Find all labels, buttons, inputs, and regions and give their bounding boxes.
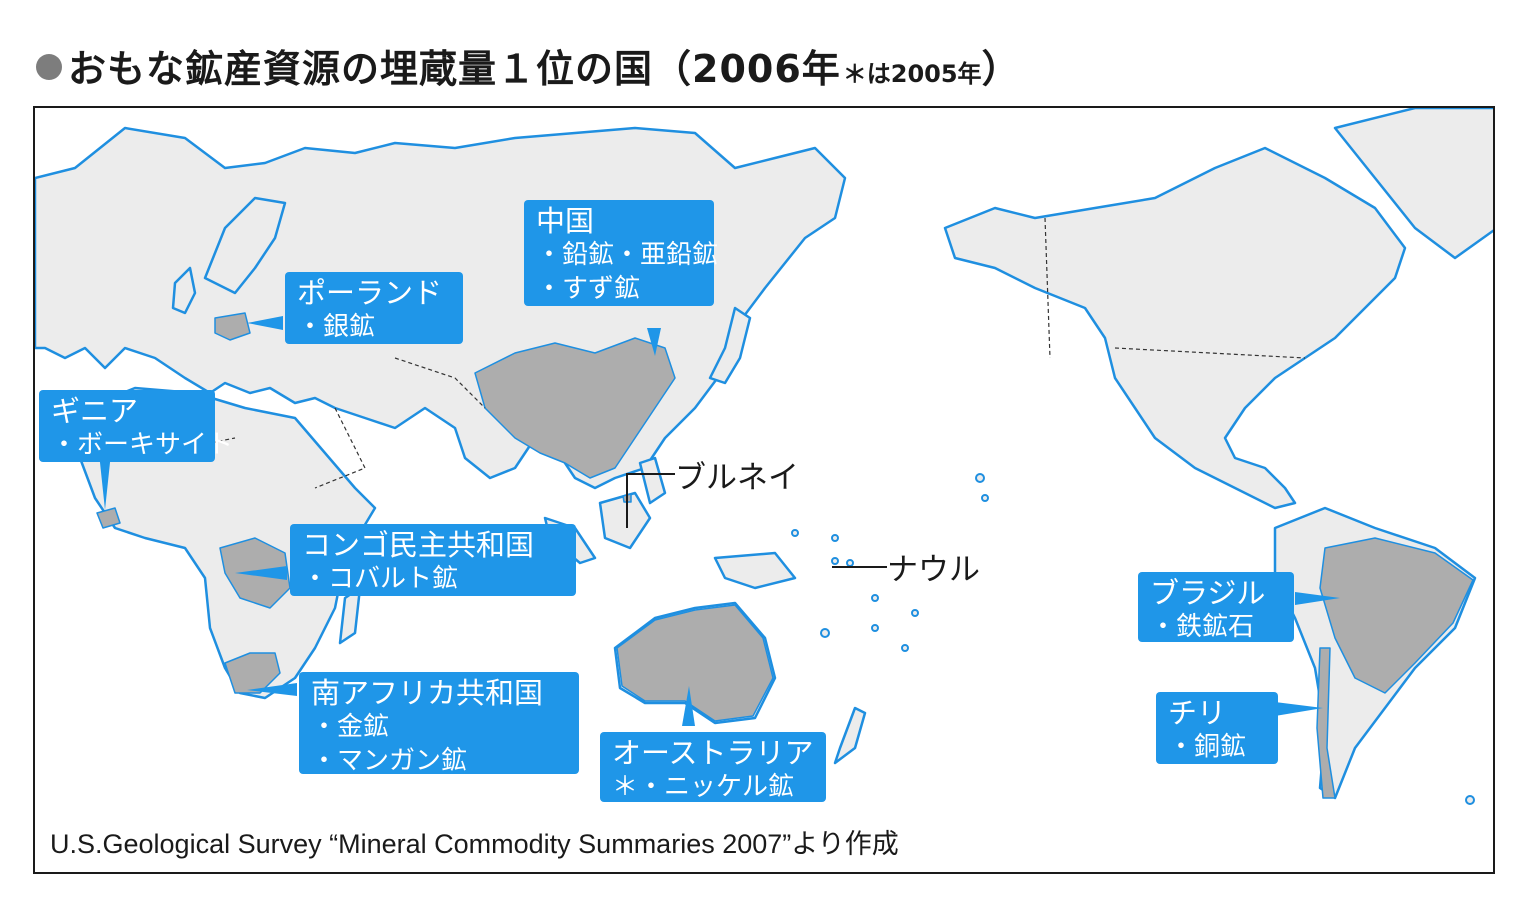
title-bullet-icon [36, 54, 62, 80]
south-africa-country-name: 南アフリカ共和国 [311, 676, 544, 710]
chile-pointer [1275, 702, 1323, 716]
label-china: 中国 ・鉛鉱・亜鉛鉱 ・すず鉱 [524, 200, 719, 306]
japan-landmass [708, 306, 752, 385]
nauru-callout: ナウル [887, 552, 980, 588]
new-zealand-landmass [833, 706, 867, 765]
greenland-landmass [1333, 108, 1493, 260]
philippines-landmass [638, 456, 667, 505]
border-line [1114, 347, 1306, 359]
pacific-island [871, 594, 879, 602]
brazil-country-name: ブラジル [1150, 576, 1266, 610]
new-guinea-landmass [713, 551, 797, 590]
china-country-name: 中国 [536, 204, 595, 238]
madagascar-landmass [338, 586, 362, 645]
pacific-island [831, 534, 839, 542]
pacific-island [871, 624, 879, 632]
north-america-landmass [943, 146, 1407, 510]
border-line [314, 407, 366, 489]
pacific-island [846, 559, 854, 567]
pacific-island [791, 529, 799, 537]
source-caption: U.S.Geological Survey “Mineral Commodity… [50, 829, 899, 859]
south-africa-highlight [224, 652, 281, 694]
brazil-highlight [1319, 537, 1474, 694]
chile-highlight [1316, 647, 1336, 799]
south-africa-mineral-1: ・金鉱 [311, 712, 390, 742]
pacific-island [975, 473, 985, 483]
label-chile: チリ ・銅鉱 [1156, 692, 1278, 764]
guinea-mineral-1: ・ボーキサイト [51, 430, 234, 460]
poland-highlight [214, 312, 251, 341]
guinea-pointer [99, 453, 111, 510]
label-guinea: ギニア ・ボーキサイト [39, 390, 234, 462]
south-africa-pointer [247, 683, 297, 696]
label-congo: コンゴ民主共和国 ・コバルト鉱 [290, 524, 576, 596]
title-main: おもな鉱産資源の埋蔵量１位の国（2006年 [68, 47, 841, 91]
pacific-island [981, 494, 989, 502]
australia-pointer [682, 686, 695, 726]
australia-mineral-1: ＊・ニッケル鉱 [612, 772, 795, 802]
label-australia: オーストラリア ＊・ニッケル鉱 [600, 732, 826, 802]
china-highlight [474, 337, 676, 479]
china-pointer [647, 328, 661, 356]
title-note: ＊は2005年 [842, 60, 982, 88]
chile-country-name: チリ [1168, 696, 1227, 730]
south-africa-mineral-2: ・マンガン鉱 [311, 746, 468, 776]
label-poland: ポーランド ・銀鉱 [285, 272, 463, 344]
border-line [394, 357, 486, 409]
border-line [1044, 217, 1051, 359]
poland-pointer [247, 316, 283, 330]
brazil-pointer [1295, 592, 1340, 605]
pacific-island [820, 628, 830, 638]
brunei-callout: ブルネイ [675, 460, 799, 496]
chile-mineral-1: ・銅鉱 [1168, 732, 1247, 762]
poland-mineral-1: ・銀鉱 [297, 312, 376, 342]
map-title: おもな鉱産資源の埋蔵量１位の国（2006年 ＊は2005年 ） [36, 38, 1020, 91]
brunei-leader-line [626, 473, 675, 528]
brazil-mineral-1: ・鉄鉱石 [1150, 612, 1255, 642]
guinea-country-name: ギニア [51, 394, 139, 428]
china-mineral-1: ・鉛鉱・亜鉛鉱 [536, 240, 719, 270]
congo-mineral-1: ・コバルト鉱 [302, 564, 459, 594]
poland-country-name: ポーランド [297, 276, 443, 310]
australia-country-name: オーストラリア [612, 736, 814, 770]
pacific-island [901, 644, 909, 652]
map-frame: 中国 ・鉛鉱・亜鉛鉱 ・すず鉱 ポーランド ・銀鉱 ギニア ・ボーキサイト コン… [33, 106, 1495, 874]
label-south-africa: 南アフリカ共和国 ・金鉱 ・マンガン鉱 [299, 672, 579, 776]
britain-landmass [171, 266, 197, 315]
pacific-island [1465, 795, 1475, 805]
australia-highlight [616, 604, 774, 722]
guinea-highlight [96, 507, 121, 529]
scandinavia-landmass [203, 196, 287, 295]
congo-country-name: コンゴ民主共和国 [302, 528, 535, 562]
title-close: ） [981, 47, 1020, 91]
label-brazil: ブラジル ・鉄鉱石 [1138, 572, 1294, 642]
pacific-island [911, 609, 919, 617]
africa-landmass [78, 386, 377, 700]
china-mineral-2: ・すず鉱 [536, 274, 641, 304]
congo-pointer [235, 566, 287, 580]
nauru-island [831, 557, 839, 565]
